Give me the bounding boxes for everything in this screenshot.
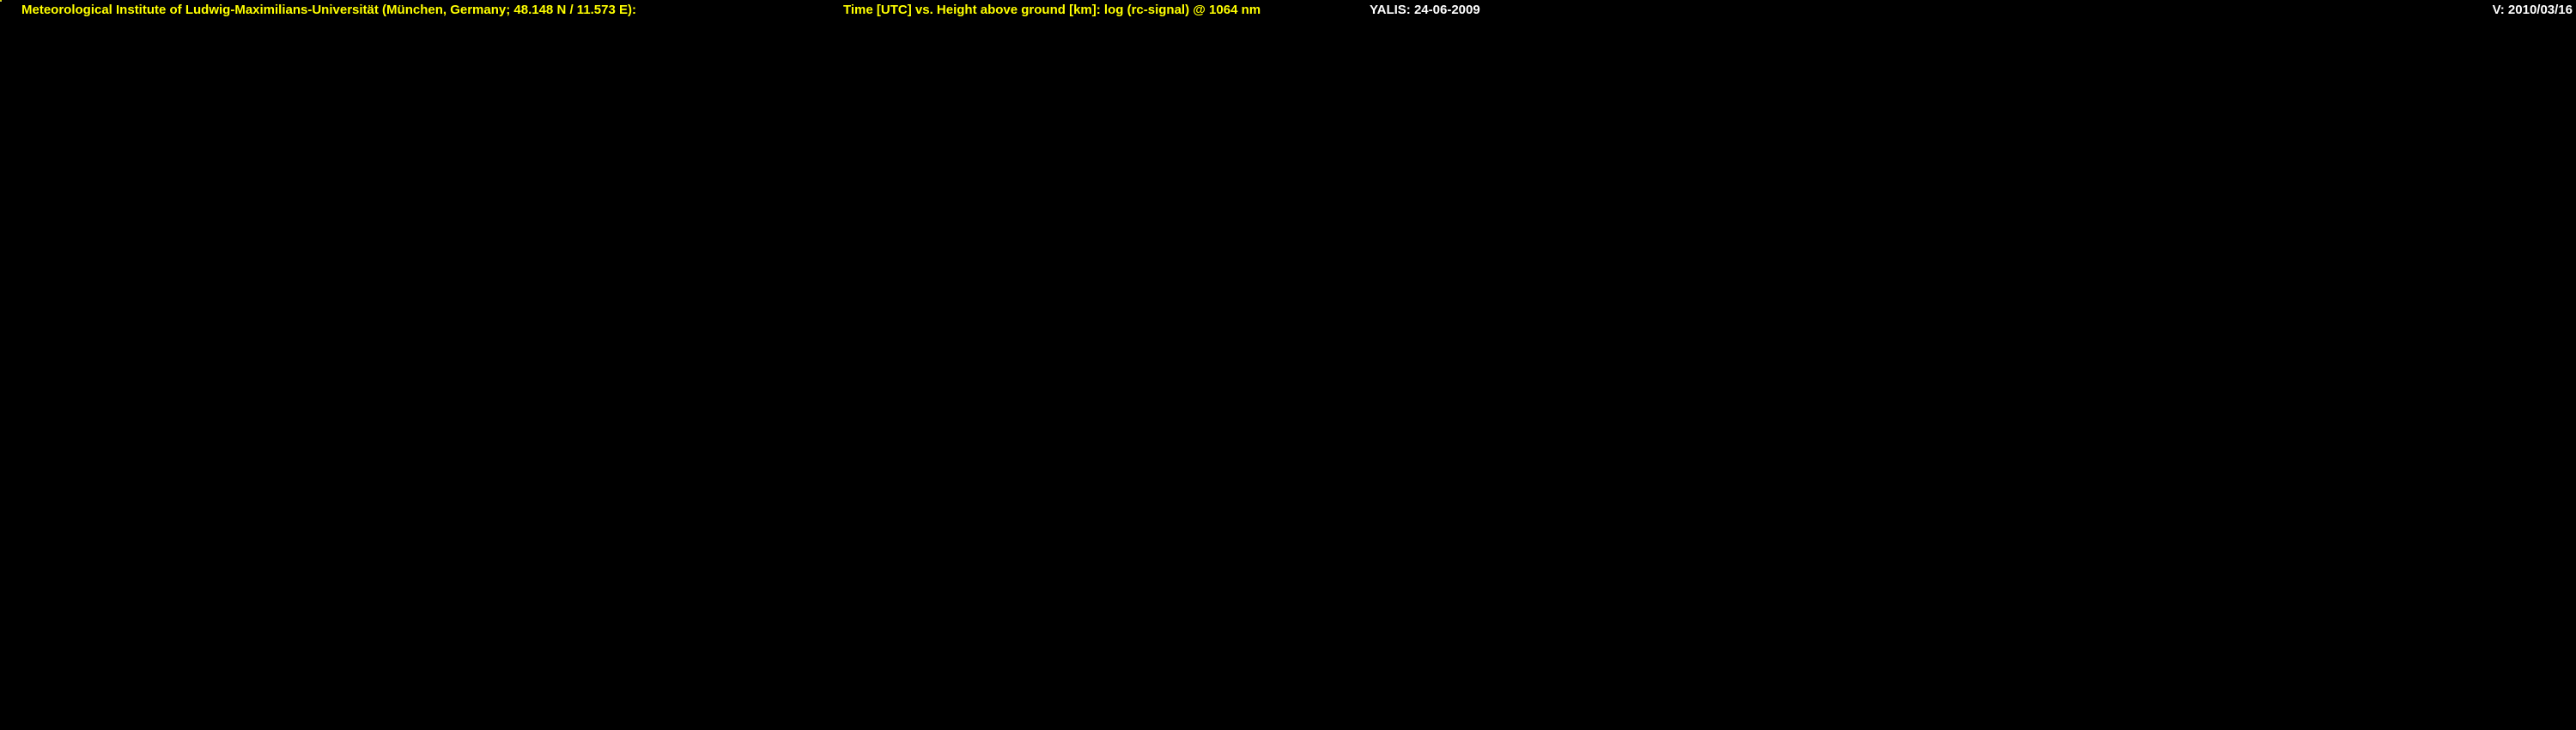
header-plot-title: Time [UTC] vs. Height above ground [km]:… xyxy=(843,3,1261,17)
colorbar xyxy=(0,0,258,129)
header-version-label: V: 2010/03/16 xyxy=(2492,3,2573,17)
header-run-label: YALIS: 24-06-2009 xyxy=(1370,3,1480,17)
